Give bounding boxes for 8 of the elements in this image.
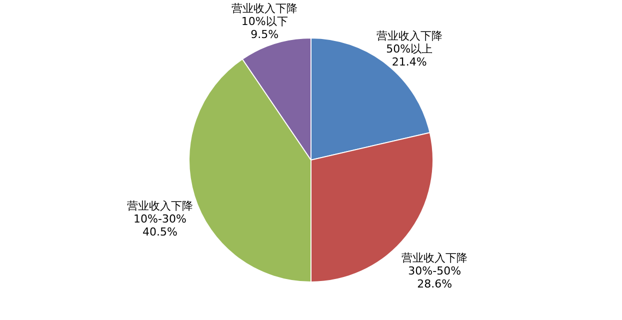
data-label: 28.6% xyxy=(417,277,452,290)
data-label: 9.5% xyxy=(250,28,279,41)
data-label: 40.5% xyxy=(142,225,178,238)
slice-label: 营业收入下降 10%以下 xyxy=(232,2,298,28)
data-label: 21.4% xyxy=(392,55,427,68)
slice-label: 营业收入下降 10%-30% xyxy=(126,199,193,226)
slice-label: 营业收入下降 50%以上 xyxy=(376,29,442,56)
slice-label: 营业收入下降 30%-50% xyxy=(402,251,468,278)
